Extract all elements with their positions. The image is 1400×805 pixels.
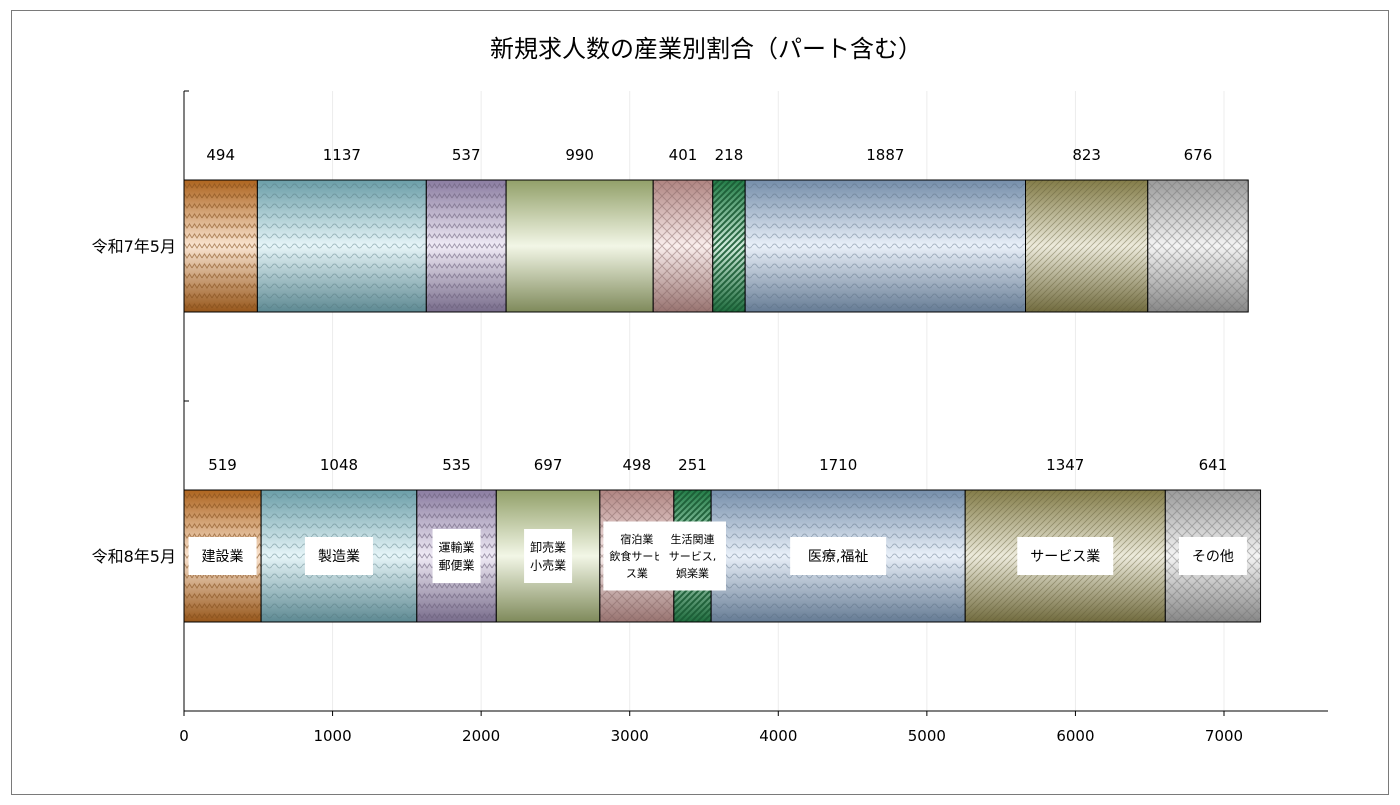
data-label: 1048 xyxy=(320,456,358,474)
bar-segment xyxy=(505,179,654,313)
data-label: 251 xyxy=(678,456,707,474)
segment-name-bg xyxy=(524,529,573,583)
bar-texture xyxy=(653,180,713,312)
segment-name-box: その他 xyxy=(1178,537,1247,575)
segment-name-box: 建設業 xyxy=(188,537,257,575)
segment-name-bg xyxy=(432,529,481,583)
segment-name-label: 郵便業 xyxy=(439,558,475,572)
bar-segment xyxy=(744,179,1027,313)
segment-name-box: サービス業 xyxy=(1017,537,1114,575)
segment-labels: 建設業 製造業運輸業郵便業卸売業小売業宿泊業飲食サービス業生活関連サービス,娯楽業… xyxy=(188,521,1247,591)
bar-fill xyxy=(506,180,654,312)
segment-name-label: その他 xyxy=(1192,549,1234,565)
bar-texture xyxy=(1025,180,1148,312)
bar-outline xyxy=(1147,179,1249,313)
chart-title: 新規求人数の産業別割合（パート含む） xyxy=(490,35,922,63)
segment-name-label: 飲食サービ xyxy=(609,549,664,563)
bar-segment xyxy=(425,179,507,313)
category-label: 令和8年5月 xyxy=(92,547,176,566)
segment-name-bg xyxy=(658,521,726,591)
segment-name-bg xyxy=(790,537,887,575)
data-label: 1347 xyxy=(1046,456,1084,474)
data-label: 1710 xyxy=(819,456,857,474)
bar-segment xyxy=(712,179,746,313)
segment-name-label: 生活関連 xyxy=(670,532,714,546)
bar-segment xyxy=(652,179,714,313)
segment-name-label: 卸売業 xyxy=(530,539,566,554)
segment-name-box: 医療,福祉 xyxy=(790,537,887,575)
x-tick-label: 4000 xyxy=(759,727,797,745)
data-label: 697 xyxy=(534,456,563,474)
x-tick-label: 1000 xyxy=(313,727,351,745)
chart-frame: 新規求人数の産業別割合（パート含む） 494 1137 537 990 401 218 18… xyxy=(11,10,1389,795)
data-label: 218 xyxy=(715,146,744,164)
x-tick-label: 5000 xyxy=(908,727,946,745)
x-tick-label: 0 xyxy=(179,727,189,745)
bar-texture xyxy=(426,180,507,312)
chart-svg: 新規求人数の産業別割合（パート含む） 494 1137 537 990 401 218 18… xyxy=(92,35,1328,745)
data-label: 401 xyxy=(669,146,698,164)
x-tick-label: 6000 xyxy=(1056,727,1094,745)
data-label: 519 xyxy=(208,456,237,474)
segment-name-label: 宿泊業 xyxy=(620,532,653,546)
category-label: 令和7年5月 xyxy=(92,237,176,256)
data-label: 498 xyxy=(623,456,652,474)
data-label: 494 xyxy=(206,146,235,164)
segment-name-label: 小売業 xyxy=(530,557,566,572)
segment-name-bg xyxy=(188,537,257,575)
data-label: 990 xyxy=(565,146,594,164)
data-label: 537 xyxy=(452,146,481,164)
bar-segment xyxy=(256,179,427,313)
segment-name-bg xyxy=(1178,537,1247,575)
axes: 0 1000 2000 3000 4000 5000 6000 7000 xyxy=(179,90,1328,745)
bar-texture xyxy=(745,180,1026,312)
x-tick-label: 3000 xyxy=(611,727,649,745)
bar-outline xyxy=(1164,489,1262,623)
bar-texture xyxy=(257,180,427,312)
data-label: 1887 xyxy=(866,146,904,164)
bar-texture xyxy=(712,180,746,312)
segment-name-label: 製造業 xyxy=(318,549,360,565)
bar-texture xyxy=(184,180,258,312)
segment-name-label: 建設業 xyxy=(202,549,244,565)
segment-name-label: サービス, xyxy=(669,550,717,563)
data-label: 676 xyxy=(1184,146,1213,164)
bar-segment xyxy=(416,489,497,623)
segment-name-bg xyxy=(304,537,373,575)
data-label: 823 xyxy=(1072,146,1101,164)
segment-name-box: 製造業 xyxy=(304,537,373,575)
bar-segment xyxy=(1025,179,1149,313)
x-tick-label: 2000 xyxy=(462,727,500,745)
x-tick-label: 7000 xyxy=(1205,727,1243,745)
segment-name-label: 運輸業 xyxy=(439,539,475,554)
data-label: 535 xyxy=(442,456,471,474)
segment-name-bg xyxy=(1017,537,1114,575)
segment-name-label: サービス業 xyxy=(1030,549,1100,565)
data-label: 641 xyxy=(1199,456,1228,474)
value-labels: 494 1137 537 990 401 218 1887 823 676 519 1048 535 6… xyxy=(206,146,1227,474)
data-label: 1137 xyxy=(323,146,361,164)
bar-segment xyxy=(183,179,258,313)
bar-texture xyxy=(1147,180,1249,312)
segment-name-label: ス業 xyxy=(626,567,648,580)
bar-segment xyxy=(1147,179,1249,313)
segment-name-label: 娯楽業 xyxy=(676,566,709,580)
segment-name-label: 医療,福祉 xyxy=(808,548,868,565)
